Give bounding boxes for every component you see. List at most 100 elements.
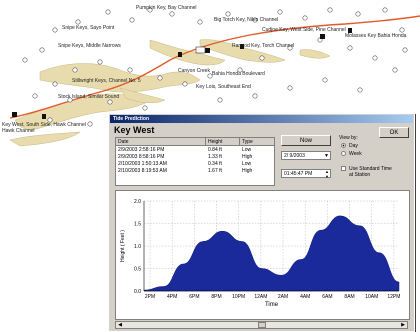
- gauge-icon[interactable]: [178, 52, 182, 57]
- gauge-icon[interactable]: [348, 28, 352, 33]
- station-marker[interactable]: [217, 97, 223, 103]
- station-marker[interactable]: [225, 11, 231, 17]
- col-header-type[interactable]: Type: [240, 138, 274, 146]
- station-marker[interactable]: [47, 117, 53, 123]
- station-marker[interactable]: [207, 73, 213, 79]
- cell-date: 2/10/2003 1:50:13 AM: [118, 161, 167, 167]
- gauge-icon[interactable]: [205, 48, 210, 53]
- x-tick-label: 6PM: [189, 294, 199, 300]
- radio-week-label: Week: [349, 151, 362, 157]
- map-label: Ramrod Key, Torch Channel: [232, 43, 294, 49]
- station-marker[interactable]: [372, 55, 378, 61]
- selection-marker[interactable]: [195, 46, 206, 54]
- use-standard-time-checkbox[interactable]: [341, 166, 346, 171]
- station-marker[interactable]: [105, 9, 111, 15]
- station-marker[interactable]: [147, 7, 153, 13]
- cell-date: 2/9/2003 2:58:16 PM: [118, 147, 165, 153]
- x-tick-label: 12AM: [254, 294, 267, 300]
- station-marker[interactable]: [355, 11, 361, 17]
- col-header-date[interactable]: Date: [116, 138, 206, 146]
- station-marker[interactable]: [129, 17, 135, 23]
- station-marker[interactable]: [402, 47, 408, 53]
- station-marker[interactable]: [182, 81, 188, 87]
- station-marker[interactable]: [392, 67, 398, 73]
- island-shape: [9, 131, 81, 147]
- spin-icon[interactable]: ▲ ▼: [325, 169, 329, 179]
- map-label: Pumpkin Key, Bay Channel: [136, 5, 197, 11]
- cell-type: High: [242, 154, 253, 160]
- cell-date: 2/10/2003 8:19:53 AM: [118, 168, 167, 174]
- station-marker[interactable]: [237, 67, 243, 73]
- station-marker[interactable]: [382, 7, 388, 13]
- gauge-icon[interactable]: [240, 44, 244, 49]
- station-marker[interactable]: [399, 27, 405, 33]
- scroll-thumb[interactable]: [258, 322, 266, 328]
- island-shape: [39, 63, 201, 93]
- station-marker[interactable]: [302, 15, 308, 21]
- radio-day-label: Day: [349, 143, 358, 149]
- x-tick-label: 12PM: [387, 294, 400, 300]
- date-value: 2/ 9/2003: [284, 153, 305, 159]
- x-tick-label: 8AM: [344, 294, 354, 300]
- gauge-icon[interactable]: [320, 34, 325, 39]
- time-spinner[interactable]: 01:45:47 PM ▲ ▼: [281, 169, 331, 179]
- map-label: Key Lois, Southeast End: [196, 84, 251, 90]
- tide-area-series: [143, 215, 400, 292]
- station-marker[interactable]: [22, 57, 28, 63]
- cell-type: High: [242, 168, 253, 174]
- station-marker[interactable]: [327, 7, 333, 13]
- station-marker[interactable]: [142, 105, 148, 111]
- station-marker[interactable]: [322, 77, 328, 83]
- date-dropdown[interactable]: 2/ 9/2003 ▼: [281, 151, 331, 160]
- station-marker[interactable]: [287, 85, 293, 91]
- cell-type: Low: [242, 161, 252, 167]
- station-marker[interactable]: [287, 45, 293, 51]
- map-label: Cudjoe Key, West Side, Pine Channel: [262, 27, 346, 33]
- station-marker[interactable]: [32, 93, 38, 99]
- station-marker[interactable]: [39, 47, 45, 53]
- station-marker[interactable]: [127, 67, 133, 73]
- chevron-down-icon[interactable]: ▼: [324, 153, 329, 159]
- col-header-height[interactable]: Height: [206, 138, 240, 146]
- y-axis-label: Height ( Feet ): [120, 230, 126, 262]
- station-marker[interactable]: [169, 11, 175, 17]
- station-marker[interactable]: [72, 67, 78, 73]
- station-marker[interactable]: [259, 55, 265, 61]
- station-marker[interactable]: [67, 97, 73, 103]
- station-marker[interactable]: [277, 9, 283, 15]
- station-marker[interactable]: [75, 19, 81, 25]
- y-tick-label: 1.0: [134, 244, 141, 250]
- chart-scrollbar[interactable]: ◀ ▶: [115, 321, 408, 329]
- radio-week[interactable]: [341, 151, 346, 156]
- scroll-right-arrow[interactable]: ▶: [401, 322, 405, 328]
- x-tick-label: 4PM: [167, 294, 177, 300]
- now-button[interactable]: Now: [281, 135, 331, 146]
- view-by-label: View by:: [339, 135, 358, 141]
- station-marker[interactable]: [97, 59, 103, 65]
- radio-day[interactable]: [341, 143, 346, 148]
- scroll-left-arrow[interactable]: ◀: [118, 322, 122, 328]
- gauge-icon[interactable]: [42, 114, 46, 119]
- map-label: Snipe Keys, Sayo Point: [62, 25, 115, 31]
- station-marker[interactable]: [347, 45, 353, 51]
- map-label: Molasses Key Bahia Honda: [345, 33, 407, 39]
- station-marker[interactable]: [197, 19, 203, 25]
- cell-type: Low: [242, 147, 252, 153]
- cell-height: 1.33 ft: [208, 154, 222, 160]
- station-marker[interactable]: [357, 87, 363, 93]
- station-marker[interactable]: [252, 17, 258, 23]
- map-label: Snipe Keys, Middle Narrows: [58, 43, 121, 49]
- island-shape: [119, 87, 166, 103]
- station-marker[interactable]: [157, 75, 163, 81]
- dialog-titlebar[interactable]: Tide Prediction: [110, 115, 413, 123]
- station-marker[interactable]: [252, 93, 258, 99]
- gauge-icon[interactable]: [12, 112, 17, 117]
- station-marker[interactable]: [87, 121, 93, 127]
- station-marker[interactable]: [107, 99, 113, 105]
- map-label: Hawk Channel: [2, 128, 35, 134]
- tide-chart-panel: 0.0 0.5 1.0 1.5 2.0 2PM 4PM 6PM 8PM 10PM 12AM 2AM 4A…: [115, 190, 410, 320]
- ok-button[interactable]: OK: [379, 127, 409, 138]
- station-marker[interactable]: [52, 81, 58, 87]
- station-marker[interactable]: [52, 27, 58, 33]
